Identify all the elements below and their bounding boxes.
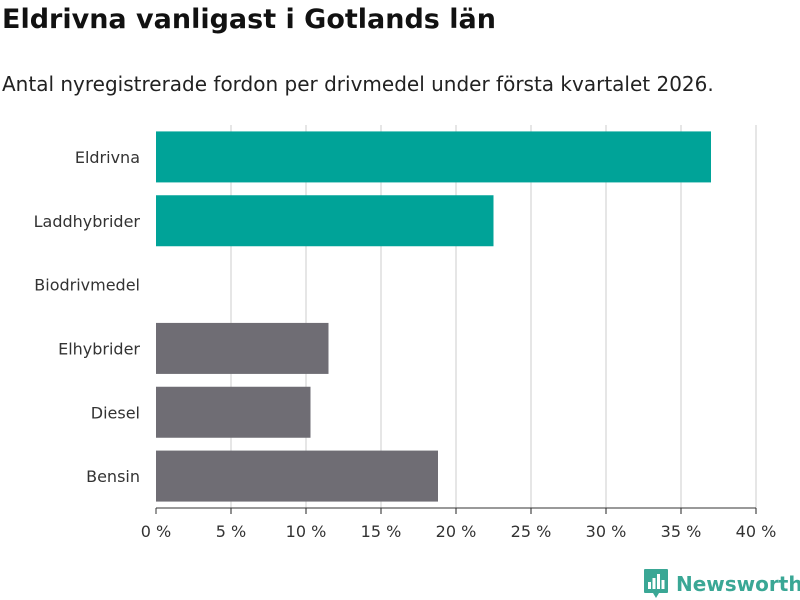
bar-eldrivna xyxy=(156,131,711,183)
chart-title: Eldrivna vanligast i Gotlands län xyxy=(2,4,496,35)
x-tick-label-15: 15 % xyxy=(361,522,402,541)
bar-elhybrider xyxy=(156,322,329,374)
x-tick-label-20: 20 % xyxy=(436,522,477,541)
bar-diesel xyxy=(156,386,311,438)
bar-bensin xyxy=(156,450,438,502)
x-tick-label-5: 5 % xyxy=(216,522,246,541)
x-tick-label-35: 35 % xyxy=(661,522,702,541)
category-label-elhybrider: Elhybrider xyxy=(58,339,140,358)
category-label-biodrivmedel: Biodrivmedel xyxy=(34,276,140,295)
x-tick-label-0: 0 % xyxy=(141,522,171,541)
x-tick-label-30: 30 % xyxy=(586,522,627,541)
bar-chart: Eldrivna Laddhybrider Biodrivmedel Elhybrid… xyxy=(34,125,777,541)
chart-subtitle: Antal nyregistrerade fordon per drivmede… xyxy=(2,72,714,96)
bar-chart-logo-icon xyxy=(644,569,668,598)
category-label-laddhybrider: Laddhybrider xyxy=(34,212,141,231)
x-tick-label-25: 25 % xyxy=(511,522,552,541)
category-label-diesel: Diesel xyxy=(91,403,140,422)
bar-laddhybrider xyxy=(156,195,494,247)
category-label-eldrivna: Eldrivna xyxy=(75,148,140,167)
x-tick-label-40: 40 % xyxy=(736,522,777,541)
brand-name: Newsworthy xyxy=(676,572,800,596)
brand-logo: Newsworthy xyxy=(643,568,800,600)
category-label-bensin: Bensin xyxy=(86,467,140,486)
x-tick-label-10: 10 % xyxy=(286,522,327,541)
